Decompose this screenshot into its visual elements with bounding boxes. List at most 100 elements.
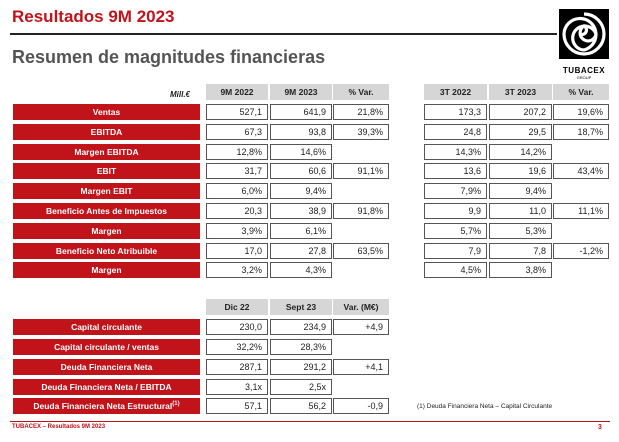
row-label: Margen EBITDA bbox=[13, 144, 200, 160]
row-label: Deuda Financiera Neta bbox=[13, 359, 200, 375]
table-cell: 13,6 bbox=[424, 163, 487, 179]
table-cell: 18,7% bbox=[553, 124, 609, 140]
table-cell: 291,2 bbox=[270, 359, 332, 375]
slide-subtitle: Resumen de magnitudes financieras bbox=[12, 47, 326, 67]
table-cell: +4,9 bbox=[333, 319, 389, 335]
row-label-text: Deuda Financiera Neta / EBITDA bbox=[41, 382, 172, 392]
slide-title: Resultados 9M 2023 bbox=[12, 7, 175, 26]
row-label-text: Capital circulante bbox=[71, 322, 142, 332]
table-cell: 14,6% bbox=[270, 144, 332, 160]
table-cell: 2,5x bbox=[270, 379, 332, 395]
table-cell: 234,9 bbox=[270, 319, 332, 335]
table-cell: 56,2 bbox=[270, 398, 332, 414]
table-cell: 14,2% bbox=[489, 144, 552, 160]
table-cell: 11,1% bbox=[553, 203, 609, 219]
row-label: Margen EBIT bbox=[13, 183, 200, 199]
column-header: 3T 2022 bbox=[424, 84, 487, 100]
table-cell: 60,6 bbox=[270, 163, 332, 179]
table-cell: 3,1x bbox=[206, 379, 268, 395]
table-cell: 6,1% bbox=[270, 223, 332, 239]
table-cell: 3,2% bbox=[206, 262, 268, 278]
table-cell: 39,3% bbox=[333, 124, 389, 140]
table-cell: 7,9% bbox=[424, 183, 487, 199]
row-label-text: Deuda Financiera Neta bbox=[60, 362, 153, 372]
table-cell: 28,3% bbox=[270, 339, 332, 355]
table-cell: 230,0 bbox=[206, 319, 268, 335]
table-cell: 5,7% bbox=[424, 223, 487, 239]
title-divider bbox=[10, 33, 557, 35]
column-header: Var. (M€) bbox=[333, 299, 389, 315]
table-cell: 29,5 bbox=[489, 124, 552, 140]
table-cell: 93,8 bbox=[270, 124, 332, 140]
table-cell: 20,3 bbox=[206, 203, 268, 219]
table-cell: 4,5% bbox=[424, 262, 487, 278]
column-header: % Var. bbox=[333, 84, 389, 100]
logo-subtext: GROUP bbox=[576, 75, 592, 80]
units-label: Mill.€ bbox=[169, 90, 190, 99]
table-cell: 19,6 bbox=[489, 163, 552, 179]
table-cell: 91,8% bbox=[333, 203, 389, 219]
table-cell: 24,8 bbox=[424, 124, 487, 140]
table-cell: 57,1 bbox=[206, 398, 268, 414]
table-cell: 173,3 bbox=[424, 104, 487, 120]
table-cell: -1,2% bbox=[553, 243, 609, 259]
table-cell: 207,2 bbox=[489, 104, 552, 120]
table-cell: 12,8% bbox=[206, 144, 268, 160]
table-cell: 3,8% bbox=[489, 262, 552, 278]
table-cell: 7,9 bbox=[424, 243, 487, 259]
column-header: Sept 23 bbox=[270, 299, 332, 315]
column-header: 9M 2022 bbox=[206, 84, 268, 100]
row-label: Capital circulante / ventas bbox=[13, 339, 200, 355]
row-label: Ventas bbox=[13, 104, 200, 120]
table-cell: 9,4% bbox=[489, 183, 552, 199]
table-cell: 11,0 bbox=[489, 203, 552, 219]
table-cell: 9,9 bbox=[424, 203, 487, 219]
table-cell: 32,2% bbox=[206, 339, 268, 355]
table-cell: 31,7 bbox=[206, 163, 268, 179]
table-cell: 63,5% bbox=[333, 243, 389, 259]
row-label: Margen bbox=[13, 223, 200, 239]
column-header: % Var. bbox=[553, 84, 609, 100]
table-cell: 527,1 bbox=[206, 104, 268, 120]
page-number: 3 bbox=[598, 424, 602, 431]
table-cell: +4,1 bbox=[333, 359, 389, 375]
footnote-marker: (1) bbox=[172, 401, 180, 408]
column-header: Dic 22 bbox=[206, 299, 268, 315]
table-cell: 19,6% bbox=[553, 104, 609, 120]
table-cell: 641,9 bbox=[270, 104, 332, 120]
row-label: EBIT bbox=[13, 163, 200, 179]
table-cell: 67,3 bbox=[206, 124, 268, 140]
table-cell: 14,3% bbox=[424, 144, 487, 160]
row-label: EBITDA bbox=[13, 124, 200, 140]
row-label-text: Deuda Financiera Neta Estructural bbox=[33, 401, 173, 411]
footnote: (1) Deuda Financiera Neta – Capital Circ… bbox=[417, 403, 553, 410]
row-label: Beneficio Neto Atribuible bbox=[13, 243, 200, 259]
row-label: Deuda Financiera Neta Estructural(1) bbox=[13, 398, 200, 414]
tubacex-spiral-icon bbox=[559, 9, 609, 59]
table-cell: 5,3% bbox=[489, 223, 552, 239]
footer-text: TUBACEX – Resultados 9M 2023 bbox=[12, 424, 106, 430]
row-label: Margen bbox=[13, 262, 200, 278]
column-header: 3T 2023 bbox=[489, 84, 552, 100]
table-cell: 38,9 bbox=[270, 203, 332, 219]
tubacex-logo: TUBACEX GROUP bbox=[559, 9, 609, 80]
table-cell: 4,3% bbox=[270, 262, 332, 278]
row-label: Beneficio Antes de Impuestos bbox=[13, 203, 200, 219]
row-label: Capital circulante bbox=[13, 319, 200, 335]
row-label-text: Capital circulante / ventas bbox=[54, 342, 159, 352]
table-cell: -0,9 bbox=[333, 398, 389, 414]
table-cell: 7,8 bbox=[489, 243, 552, 259]
table-cell: 27,8 bbox=[270, 243, 332, 259]
table-cell: 91,1% bbox=[333, 163, 389, 179]
footer-divider bbox=[10, 421, 610, 422]
row-label: Deuda Financiera Neta / EBITDA bbox=[13, 379, 200, 395]
table-cell: 21,8% bbox=[333, 104, 389, 120]
column-header: 9M 2023 bbox=[270, 84, 332, 100]
table-cell: 287,1 bbox=[206, 359, 268, 375]
logo-wordmark: TUBACEX bbox=[562, 66, 606, 75]
table-cell: 9,4% bbox=[270, 183, 332, 199]
table-cell: 6,0% bbox=[206, 183, 268, 199]
table-cell: 3,9% bbox=[206, 223, 268, 239]
table-cell: 43,4% bbox=[553, 163, 609, 179]
table-cell: 17,0 bbox=[206, 243, 268, 259]
